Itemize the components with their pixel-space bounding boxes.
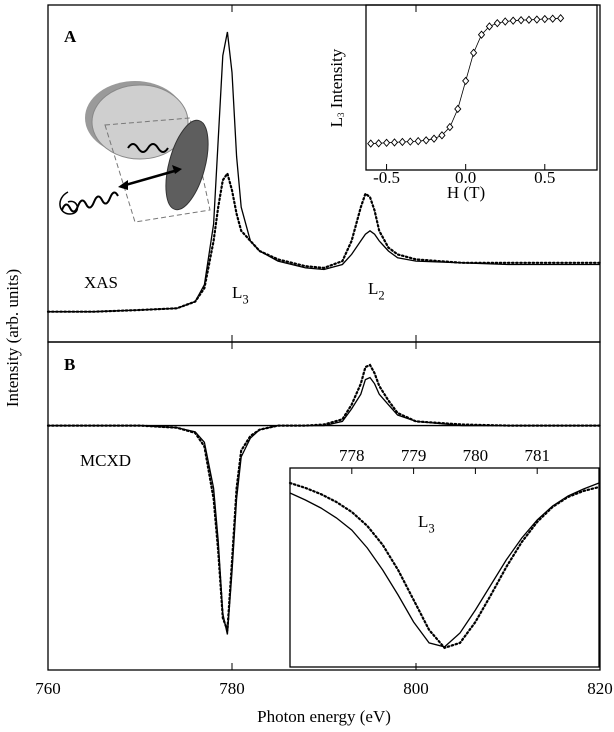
annotation-sub: 2 <box>378 288 384 302</box>
x-tick-label: 0.5 <box>534 168 555 187</box>
marker <box>446 122 454 132</box>
marker <box>509 16 517 25</box>
annotation: L3 <box>418 512 435 535</box>
frame <box>47 341 601 671</box>
y-label-rest: Intensity <box>327 48 346 112</box>
annotation: XAS <box>84 273 118 292</box>
inset-background <box>290 468 599 667</box>
annotation: L3 <box>232 283 249 306</box>
data-line <box>46 363 602 631</box>
marker <box>541 14 549 24</box>
annotation: MCXD <box>80 451 131 470</box>
marker <box>485 22 494 31</box>
marker <box>477 30 486 39</box>
data-line <box>288 481 601 650</box>
marker <box>375 139 383 148</box>
x-tick-label: 779 <box>401 446 427 465</box>
marker <box>382 138 391 147</box>
marker <box>469 48 478 58</box>
x-axis-label: H (T) <box>447 183 485 202</box>
frame <box>365 4 598 171</box>
annotation-main: L <box>232 283 242 302</box>
x-tick-label: 781 <box>524 446 550 465</box>
illustration <box>59 81 211 223</box>
marker <box>398 137 406 147</box>
y-axis-label: L3 Intensity <box>327 48 346 127</box>
annotation-sub: 3 <box>428 521 434 535</box>
inset-background <box>366 5 597 170</box>
marker <box>390 138 399 147</box>
marker <box>533 15 541 24</box>
marker <box>406 137 414 146</box>
marker <box>557 14 565 23</box>
y-label-sub: 3 <box>336 112 346 117</box>
marker <box>525 15 533 25</box>
y-label-main: L <box>327 117 346 127</box>
marker <box>422 136 430 145</box>
annotation-main: L <box>418 512 428 531</box>
x-tick-label: -0.5 <box>373 168 400 187</box>
x-tick-label: 800 <box>403 679 429 698</box>
marker <box>493 18 501 28</box>
annotation: L2 <box>368 279 385 302</box>
x-tick-label: 780 <box>219 679 245 698</box>
annotation-main: L <box>368 279 378 298</box>
marker <box>462 76 470 86</box>
marker <box>454 104 462 114</box>
data-line <box>48 31 600 313</box>
panel-label: A <box>64 27 77 46</box>
marker <box>414 136 422 146</box>
frame <box>289 467 600 668</box>
annotation-sub: 3 <box>242 292 248 306</box>
y-axis-label: Intensity (arb. units) <box>3 269 22 407</box>
marker <box>517 15 525 25</box>
x-tick-label: 760 <box>35 679 61 698</box>
x-tick-label: 0.0 <box>455 168 476 187</box>
x-tick-label: 780 <box>463 446 489 465</box>
x-tick-label: 778 <box>339 446 365 465</box>
marker <box>430 134 438 143</box>
panel-label: B <box>64 355 75 374</box>
marker <box>549 14 557 23</box>
marker <box>501 17 509 26</box>
data-line <box>46 170 602 313</box>
marker <box>438 131 446 140</box>
marker <box>367 139 375 148</box>
x-tick-label: 820 <box>587 679 613 698</box>
x-axis-label: Photon energy (eV) <box>257 707 391 726</box>
